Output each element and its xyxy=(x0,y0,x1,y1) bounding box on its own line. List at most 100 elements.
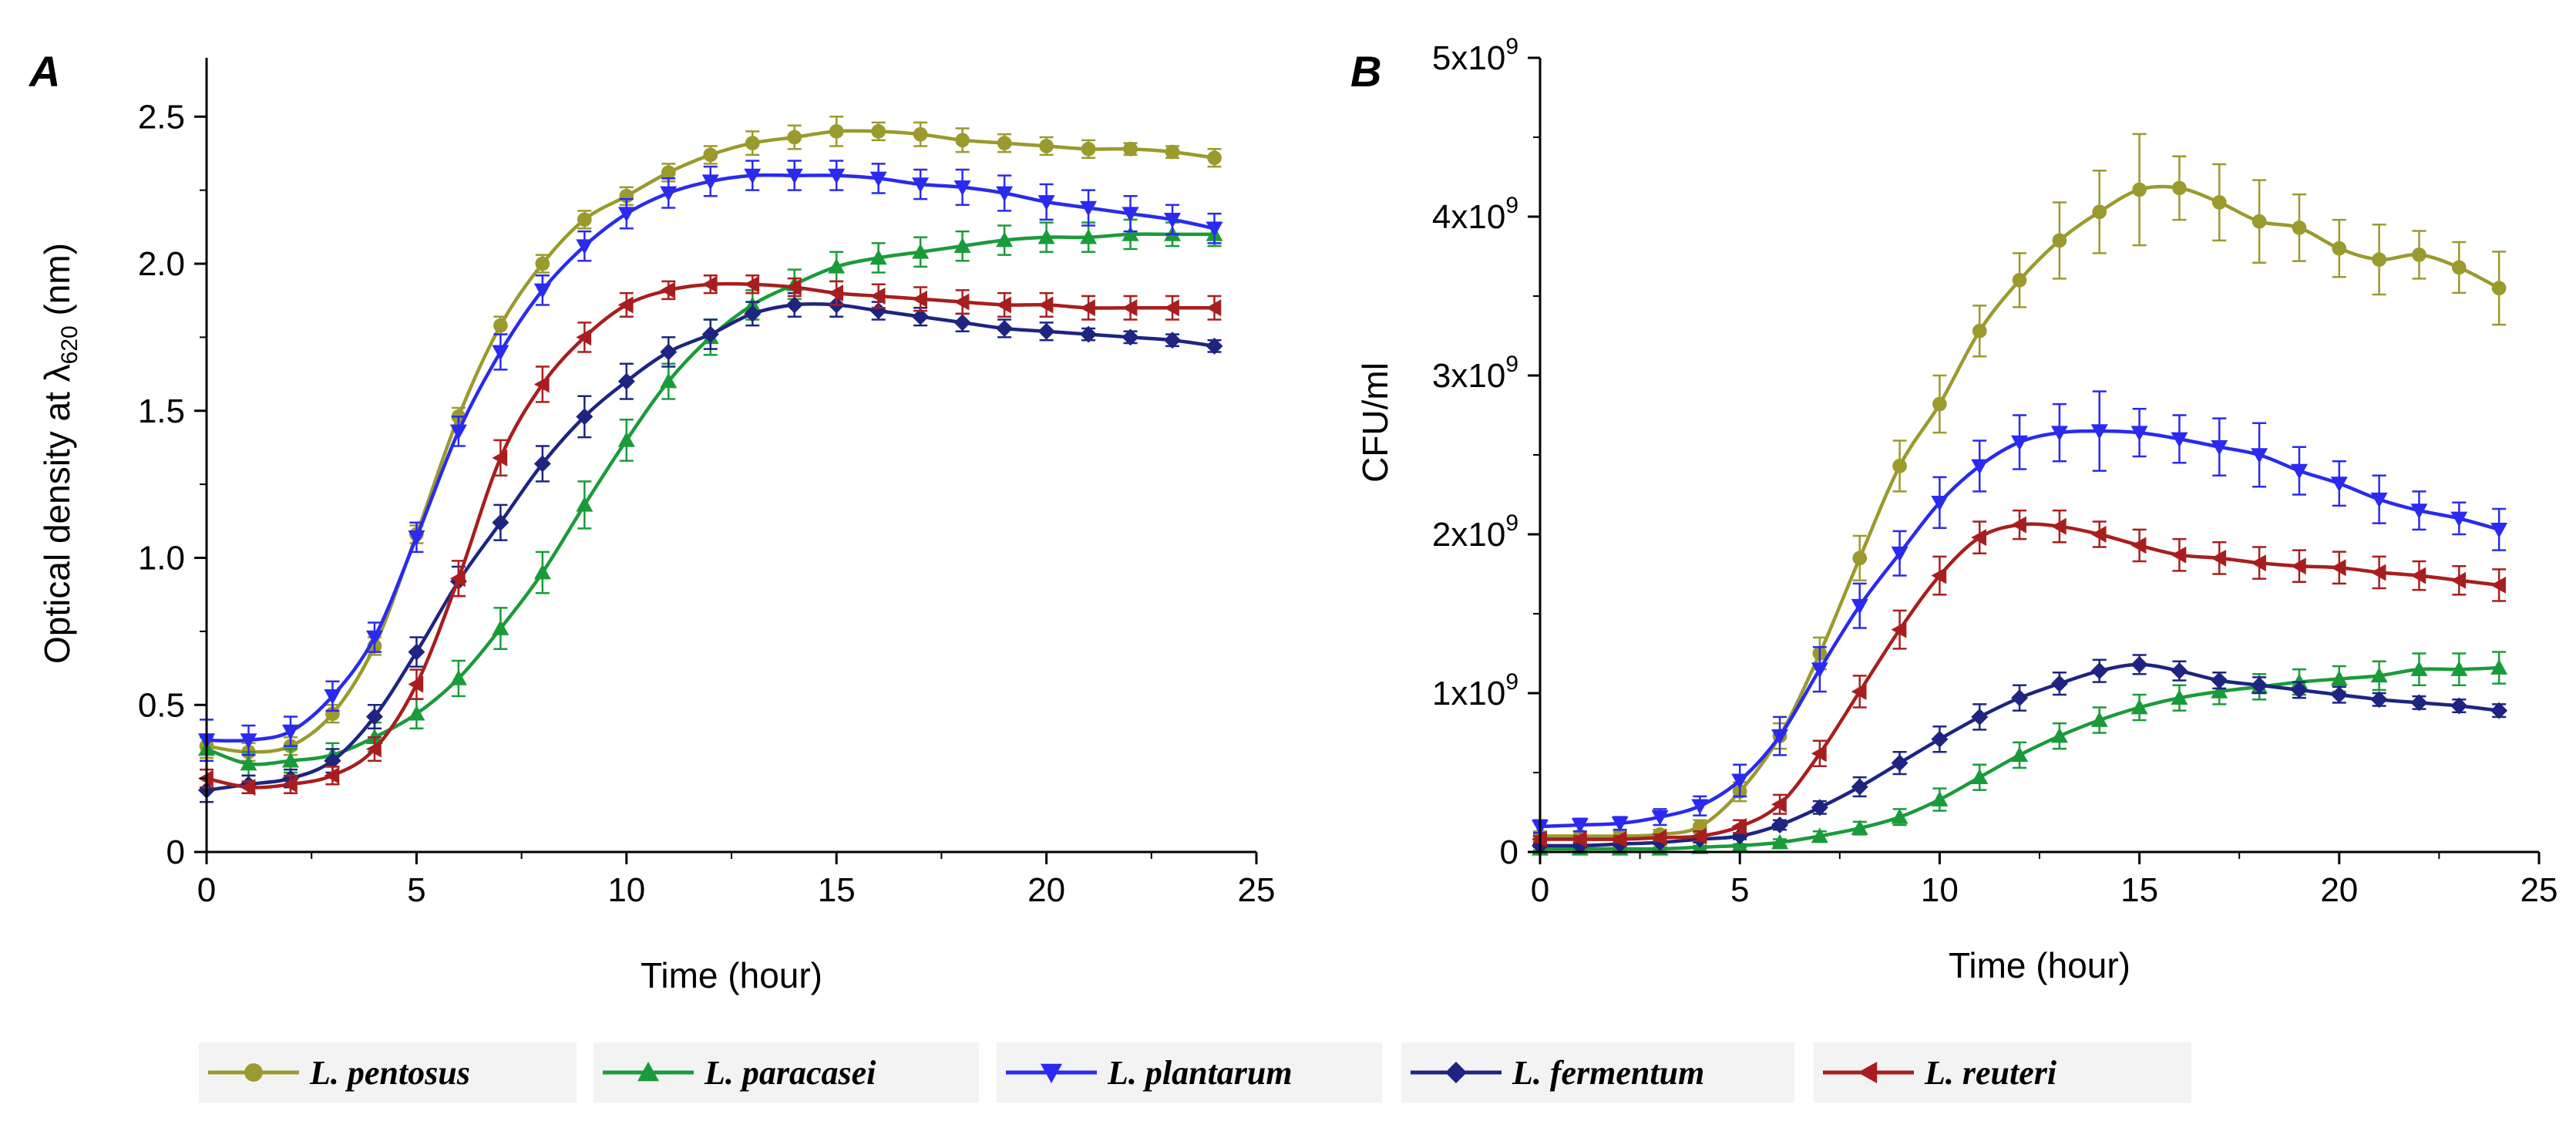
panel-b-series-l-pentosus xyxy=(1532,133,2507,843)
legend-label: L. fermentum xyxy=(1512,1054,1704,1092)
panel-a-l-plantarum-point xyxy=(953,180,971,196)
panel-a-l-plantarum-point xyxy=(828,168,846,184)
panel-a-l-plantarum-point xyxy=(1037,195,1055,210)
panel-b-l-fermentum-point xyxy=(2251,676,2268,694)
panel-a-l-reuteri-point xyxy=(324,766,340,784)
panel-b-l-paracasei-point xyxy=(1811,827,1828,843)
panel-b-l-reuteri-point xyxy=(1931,567,1947,584)
panel-a-l-fermentum-point xyxy=(1206,337,1223,355)
panel-b-l-fermentum-point xyxy=(2171,662,2188,680)
panel-a-x-tick-label: 10 xyxy=(607,871,645,909)
panel-a-l-fermentum-point xyxy=(996,319,1014,337)
panel-b-l-plantarum-point xyxy=(1691,799,1709,815)
legend-item-l-paracasei: L. paracasei xyxy=(594,1042,979,1103)
panel-a-l-reuteri-point xyxy=(408,675,424,693)
panel-b-l-fermentum-point xyxy=(1851,778,1868,796)
panel-a-series-l-reuteri xyxy=(198,274,1222,796)
panel-a-x-axis-title: Time (hour) xyxy=(641,955,822,995)
panel-b-l-fermentum-point xyxy=(2211,672,2228,689)
panel-a-l-fermentum-point xyxy=(365,708,383,726)
panel-b-l-fermentum-point xyxy=(2130,655,2148,673)
panel-a-l-paracasei-point xyxy=(240,755,257,771)
panel-a-l-plantarum-point xyxy=(324,689,341,705)
panel-b-l-fermentum-point xyxy=(2490,702,2508,719)
panel-b-x-axis-title: Time (hour) xyxy=(1949,945,2130,985)
panel-a-l-fermentum-point xyxy=(617,372,635,390)
panel-b-l-reuteri-point xyxy=(1691,827,1707,845)
panel-a-l-paracasei-point xyxy=(828,258,846,274)
panel-b-y-tick-label: 1x109 xyxy=(1432,669,1518,712)
panel-b-l-plantarum-point xyxy=(1891,546,1908,562)
panel-b-l-fermentum-point xyxy=(2011,689,2029,707)
panel-a-l-paracasei-point xyxy=(1037,228,1055,244)
panel-b-l-plantarum-point xyxy=(2410,503,2428,520)
legend-swatch-marker xyxy=(1041,1063,1062,1083)
panel-a-x-tick-label: 15 xyxy=(818,871,856,909)
panel-b-l-plantarum-point xyxy=(2130,426,2148,442)
panel-b-l-fermentum-point xyxy=(2370,691,2388,709)
panel-b-l-paracasei-point xyxy=(2410,661,2428,676)
panel-a-l-fermentum-point xyxy=(1164,332,1182,349)
panel-a-l-reuteri-point xyxy=(953,293,970,311)
panel-b-l-plantarum-point xyxy=(2370,492,2388,508)
panel-b-l-pentosus-point xyxy=(2132,182,2147,197)
panel-b-l-fermentum-point xyxy=(1931,730,1949,748)
panel-b-l-plantarum-point xyxy=(1571,818,1589,833)
panel-a-l-pentosus-point xyxy=(661,165,676,180)
panel-b-l-reuteri-point xyxy=(2050,517,2067,535)
panel-a-l-plantarum-point xyxy=(408,530,425,546)
panel-a-l-reuteri-point xyxy=(365,740,382,758)
panel-a-l-pentosus-point xyxy=(745,136,760,150)
panel-a-l-reuteri-point xyxy=(1164,299,1179,317)
panel-b-l-fermentum-point xyxy=(1771,816,1789,833)
panel-a-l-paracasei-point xyxy=(869,249,887,265)
panel-a-l-reuteri-point xyxy=(617,296,634,314)
panel-a-l-pentosus-point xyxy=(1123,141,1138,157)
panel-b-l-reuteri-point xyxy=(2171,546,2187,564)
panel-a-y-title-suffix: (nm) xyxy=(37,243,77,325)
panel-a-letter: A xyxy=(28,47,60,96)
panel-a-chart: A 0 5 10 15 20 25 0 0.5 1.0 1.5 2.0 2.5 Time (hour)… xyxy=(28,47,1275,995)
panel-b-axes: 0 5 10 15 20 25 0 1x109 2x109 3x109 4x109 5x109 xyxy=(1432,34,2558,909)
panel-a-l-plantarum-point xyxy=(576,239,594,255)
legend-label: L. paracasei xyxy=(704,1054,876,1092)
panel-b-l-pentosus-line xyxy=(1539,184,2500,838)
panel-a-l-plantarum-point xyxy=(785,168,803,184)
panel-b-l-plantarum-point xyxy=(2290,463,2308,480)
legend-swatch-marker xyxy=(1445,1062,1467,1083)
panel-a-x-tick-label: 25 xyxy=(1238,871,1276,909)
panel-a-l-fermentum-point xyxy=(408,643,425,661)
panel-a-l-fermentum-point xyxy=(533,455,551,473)
panel-a-l-fermentum-point xyxy=(1080,325,1098,343)
panel-a-y-title-prefix: Optical density at λ xyxy=(37,364,77,664)
panel-b-l-pentosus-point xyxy=(2332,241,2347,256)
panel-b-l-paracasei-point xyxy=(1971,769,1989,784)
panel-b-l-fermentum-point xyxy=(2290,681,2308,699)
panel-a-l-fermentum-point xyxy=(744,305,762,322)
panel-b-l-paracasei-point xyxy=(2370,667,2388,683)
panel-a-l-paracasei-line xyxy=(206,232,1215,766)
panel-a-l-pentosus-point xyxy=(997,136,1012,150)
panel-b-x-tick-label: 5 xyxy=(1730,871,1749,909)
panel-a-l-pentosus-point xyxy=(1165,144,1180,160)
panel-b-y-tick-label: 2x109 xyxy=(1432,510,1518,554)
panel-b-l-reuteri-point xyxy=(2090,526,2107,543)
panel-b-l-plantarum-point xyxy=(1611,817,1629,832)
panel-a-l-plantarum-point xyxy=(869,171,887,187)
panel-b-l-reuteri-point xyxy=(2330,559,2346,577)
panel-a-axes: 0 5 10 15 20 25 0 0.5 1.0 1.5 2.0 2.5 xyxy=(138,58,1276,909)
panel-b-l-plantarum-point xyxy=(1771,729,1789,745)
panel-b-l-reuteri-point xyxy=(1971,529,1987,547)
panel-a-l-plantarum-point xyxy=(240,733,257,749)
panel-b-l-plantarum-point xyxy=(2011,435,2029,451)
panel-b-l-paracasei-point xyxy=(2211,682,2228,699)
panel-a-l-reuteri-point xyxy=(912,290,927,308)
legend-item-l-pentosus: L. pentosus xyxy=(199,1042,577,1103)
panel-a-series-group xyxy=(198,116,1223,803)
panel-b-l-paracasei-point xyxy=(1891,808,1908,824)
panel-b-l-paracasei-point xyxy=(2011,746,2029,763)
panel-a-l-pentosus-point xyxy=(1039,139,1054,153)
panel-a-l-pentosus-point xyxy=(955,133,970,148)
panel-a-l-reuteri-point xyxy=(1037,296,1054,314)
